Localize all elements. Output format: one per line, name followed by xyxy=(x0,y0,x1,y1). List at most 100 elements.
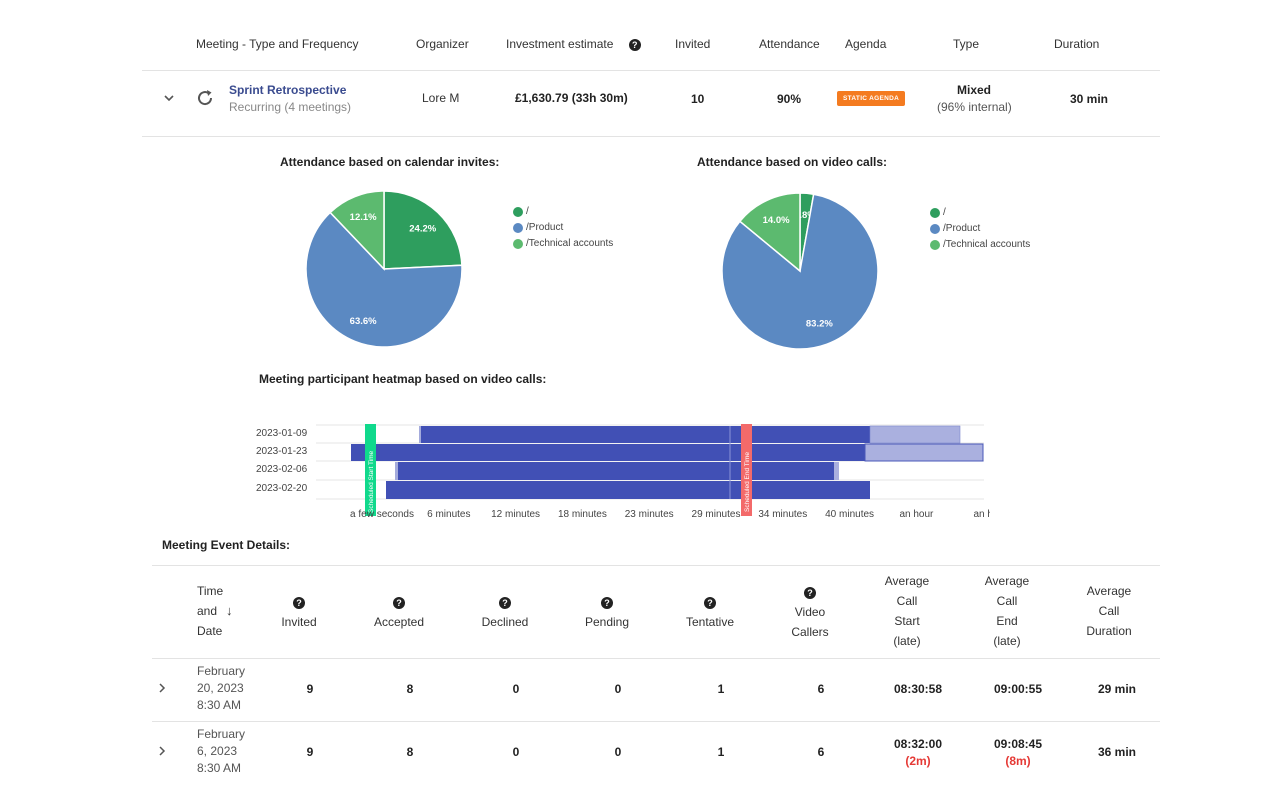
calendar-chart-title: Attendance based on calendar invites: xyxy=(280,155,500,169)
pie-slice-label: 63.6% xyxy=(350,316,377,327)
help-icon[interactable]: ? xyxy=(601,597,613,609)
video-chart-title: Attendance based on video calls: xyxy=(697,155,888,169)
end-late: (8m) xyxy=(1005,754,1031,768)
agenda-badge: STATIC AGENDA xyxy=(837,91,906,106)
legend-label: /Technical accounts xyxy=(943,239,1031,250)
divider xyxy=(142,70,1160,71)
pie-slice-label: 14.0% xyxy=(763,215,790,226)
chevron-right-icon[interactable] xyxy=(156,744,168,758)
type-value: Mixed xyxy=(957,83,992,97)
legend-dot-icon xyxy=(513,238,523,249)
cell-video-callers: 6 xyxy=(817,745,825,759)
heatmap-bar xyxy=(419,426,421,443)
help-icon[interactable]: ? xyxy=(804,587,816,599)
meeting-title-link[interactable]: Sprint Retrospective xyxy=(229,83,347,97)
column-header-organizer[interactable]: Organizer xyxy=(416,37,469,51)
header-text: Invited xyxy=(281,615,317,629)
cell-declined: 0 xyxy=(512,745,520,759)
heatmap-bar xyxy=(869,425,961,444)
header-text: and ↓ xyxy=(197,603,233,618)
pie-slice-label: 2.8% xyxy=(794,210,816,221)
table-row[interactable]: February 6, 2023 8:30 AM 9 8 0 0 1 6 08:… xyxy=(152,722,1160,784)
legend-item[interactable]: /Product xyxy=(513,222,613,233)
help-icon[interactable]: ? xyxy=(704,597,716,609)
legend-item[interactable]: /Product xyxy=(930,223,1030,234)
calendar-legend: / /Product/Technical accounts xyxy=(513,206,613,254)
legend-item[interactable]: / xyxy=(513,206,613,217)
chevron-down-icon[interactable] xyxy=(162,91,176,105)
cell-pending: 0 xyxy=(614,745,622,759)
pie-slice xyxy=(383,190,463,270)
cell-avg-duration: 36 min xyxy=(1097,745,1136,759)
legend-item[interactable]: /Technical accounts xyxy=(513,238,613,249)
heatmap-row-label: 2023-02-06 xyxy=(256,464,308,475)
end-time: 09:08:45 xyxy=(993,737,1043,751)
column-header-tentative[interactable]: ? Tentative xyxy=(678,592,742,632)
column-header-attendance[interactable]: Attendance xyxy=(759,37,820,51)
header-text: Start xyxy=(894,614,920,628)
participant-heatmap: 2023-01-09 2023-01-23 2023-02-06 2023-02… xyxy=(256,424,990,520)
divider xyxy=(152,658,1160,659)
pie-slice-label: 83.2% xyxy=(806,319,833,330)
help-icon[interactable]: ? xyxy=(499,597,511,609)
column-header-meeting[interactable]: Meeting - Type and Frequency xyxy=(196,37,359,51)
column-header-type[interactable]: Type xyxy=(953,37,980,51)
heatmap-row-label: 2023-02-20 xyxy=(256,483,308,494)
arrow-down-icon: ↓ xyxy=(226,603,233,618)
column-header-investment[interactable]: Investment estimate ? xyxy=(506,37,641,51)
header-text: Average xyxy=(1086,584,1132,598)
meeting-recurrence: Recurring (4 meetings) xyxy=(229,100,352,114)
help-icon[interactable]: ? xyxy=(293,597,305,609)
x-tick-label: 34 minutes xyxy=(758,509,807,520)
help-icon[interactable]: ? xyxy=(393,597,405,609)
cell-declined: 0 xyxy=(512,682,520,696)
heatmap-bar xyxy=(395,462,398,480)
heatmap-row-label: 2023-01-23 xyxy=(256,446,308,457)
column-header-agenda[interactable]: Agenda xyxy=(845,37,887,51)
pie-slice xyxy=(329,190,385,271)
x-tick-label: a few seconds xyxy=(350,509,414,520)
column-header-invited[interactable]: ? Invited xyxy=(270,592,328,632)
column-header-duration[interactable]: Duration xyxy=(1054,37,1100,51)
table-row[interactable]: February 20, 2023 8:30 AM 9 8 0 0 1 6 08… xyxy=(152,659,1160,721)
heatmap-bar xyxy=(398,462,834,480)
heatmap-bar xyxy=(351,444,865,461)
chevron-right-icon[interactable] xyxy=(156,681,168,695)
heatmap-bar xyxy=(386,481,870,499)
column-header-time-date[interactable]: Time and ↓ Date xyxy=(197,581,233,641)
legend-dot-icon xyxy=(930,223,940,234)
divider xyxy=(142,136,1160,137)
pie-slice-label: 12.1% xyxy=(350,212,377,223)
investment-label: Investment estimate xyxy=(506,37,614,51)
column-header-accepted[interactable]: ? Accepted xyxy=(368,592,430,632)
header-text: Accepted xyxy=(373,615,425,629)
header-text: Pending xyxy=(584,615,630,629)
invited-value: 10 xyxy=(691,92,705,106)
scheduled-end-marker xyxy=(741,424,752,516)
cell-invited: 9 xyxy=(306,682,314,696)
cell-tentative: 1 xyxy=(717,682,725,696)
x-tick-label: 23 minutes xyxy=(625,509,674,520)
header-text: (late) xyxy=(993,634,1021,648)
x-tick-label: 18 minutes xyxy=(558,509,607,520)
legend-item[interactable]: /Technical accounts xyxy=(930,239,1030,250)
x-tick-label: 29 minutes xyxy=(692,509,741,520)
column-header-invited[interactable]: Invited xyxy=(675,37,711,51)
column-header-declined[interactable]: ? Declined xyxy=(474,592,536,632)
help-icon[interactable]: ? xyxy=(628,39,641,51)
scheduled-start-marker xyxy=(365,424,376,516)
legend-item[interactable]: / xyxy=(930,207,1030,218)
header-text: (late) xyxy=(893,634,921,648)
calendar-pie-chart: 24.2% 63.6% 12.1% xyxy=(305,190,463,348)
column-header-video-callers[interactable]: ? Video Callers xyxy=(786,582,834,642)
column-header-avg-start[interactable]: Average Call Start (late) xyxy=(874,571,940,651)
legend-label: / xyxy=(943,207,946,218)
column-header-avg-duration[interactable]: Average Call Duration xyxy=(1076,581,1142,641)
column-header-avg-end[interactable]: Average Call End (late) xyxy=(974,571,1040,651)
legend-dot-icon xyxy=(930,239,940,250)
start-time: 08:32:00 xyxy=(893,737,943,751)
x-tick-label: an hour xyxy=(899,509,934,520)
recurring-icon xyxy=(194,87,216,109)
header-text: Duration xyxy=(1086,624,1132,638)
column-header-pending[interactable]: ? Pending xyxy=(576,592,638,632)
